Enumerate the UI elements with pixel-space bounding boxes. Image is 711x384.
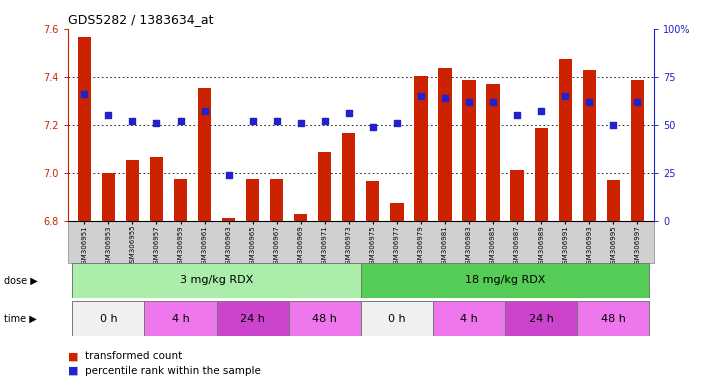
Bar <box>510 170 524 221</box>
Point <box>223 172 235 178</box>
Point <box>464 99 475 105</box>
Point <box>487 99 498 105</box>
Text: transformed count: transformed count <box>85 351 183 361</box>
Bar <box>631 80 644 221</box>
Bar <box>390 203 404 221</box>
Bar <box>582 70 596 221</box>
Bar <box>462 80 476 221</box>
Bar <box>318 152 331 221</box>
Point <box>631 99 643 105</box>
Bar <box>361 263 649 298</box>
Bar <box>535 128 547 221</box>
Point <box>247 118 258 124</box>
Bar <box>144 301 217 336</box>
Bar <box>246 179 260 221</box>
Bar <box>77 37 91 221</box>
Bar <box>366 181 380 221</box>
Text: 0 h: 0 h <box>100 314 117 324</box>
Bar <box>505 301 577 336</box>
Point <box>608 122 619 128</box>
Point <box>367 124 378 130</box>
Text: 48 h: 48 h <box>601 314 626 324</box>
Bar <box>73 263 360 298</box>
Point <box>560 93 571 99</box>
Text: 24 h: 24 h <box>529 314 554 324</box>
Text: 18 mg/kg RDX: 18 mg/kg RDX <box>465 275 545 285</box>
Bar <box>361 301 433 336</box>
Text: 48 h: 48 h <box>312 314 337 324</box>
Bar <box>559 59 572 221</box>
Point <box>319 118 331 124</box>
Bar <box>606 180 620 221</box>
Bar <box>486 84 500 221</box>
Text: 3 mg/kg RDX: 3 mg/kg RDX <box>180 275 253 285</box>
Bar <box>222 218 235 221</box>
Text: time ▶: time ▶ <box>4 314 36 324</box>
Point <box>271 118 282 124</box>
Point <box>391 120 402 126</box>
Text: ■: ■ <box>68 351 78 361</box>
Text: GDS5282 / 1383634_at: GDS5282 / 1383634_at <box>68 13 213 26</box>
Bar <box>577 301 649 336</box>
Point <box>127 118 138 124</box>
Bar <box>294 214 307 221</box>
Bar <box>433 301 505 336</box>
Bar <box>415 76 427 221</box>
Point <box>439 95 451 101</box>
Point <box>175 118 186 124</box>
Point <box>343 110 355 116</box>
Bar <box>126 160 139 221</box>
Bar <box>102 173 115 221</box>
Point <box>102 112 114 118</box>
Bar <box>439 68 451 221</box>
Bar <box>270 179 283 221</box>
Point <box>295 120 306 126</box>
Point <box>151 120 162 126</box>
Bar <box>150 157 163 221</box>
Text: 4 h: 4 h <box>460 314 478 324</box>
Bar <box>217 301 289 336</box>
Text: dose ▶: dose ▶ <box>4 275 37 285</box>
Point <box>511 112 523 118</box>
Text: 0 h: 0 h <box>388 314 406 324</box>
Point <box>535 108 547 114</box>
Text: 24 h: 24 h <box>240 314 265 324</box>
Text: 4 h: 4 h <box>171 314 189 324</box>
Point <box>199 108 210 114</box>
Bar <box>342 133 356 221</box>
Bar <box>198 88 211 221</box>
Bar <box>289 301 361 336</box>
Text: ■: ■ <box>68 366 78 376</box>
Point <box>79 91 90 97</box>
Bar <box>73 301 144 336</box>
Point <box>584 99 595 105</box>
Point <box>415 93 427 99</box>
Bar <box>174 179 187 221</box>
Text: percentile rank within the sample: percentile rank within the sample <box>85 366 261 376</box>
